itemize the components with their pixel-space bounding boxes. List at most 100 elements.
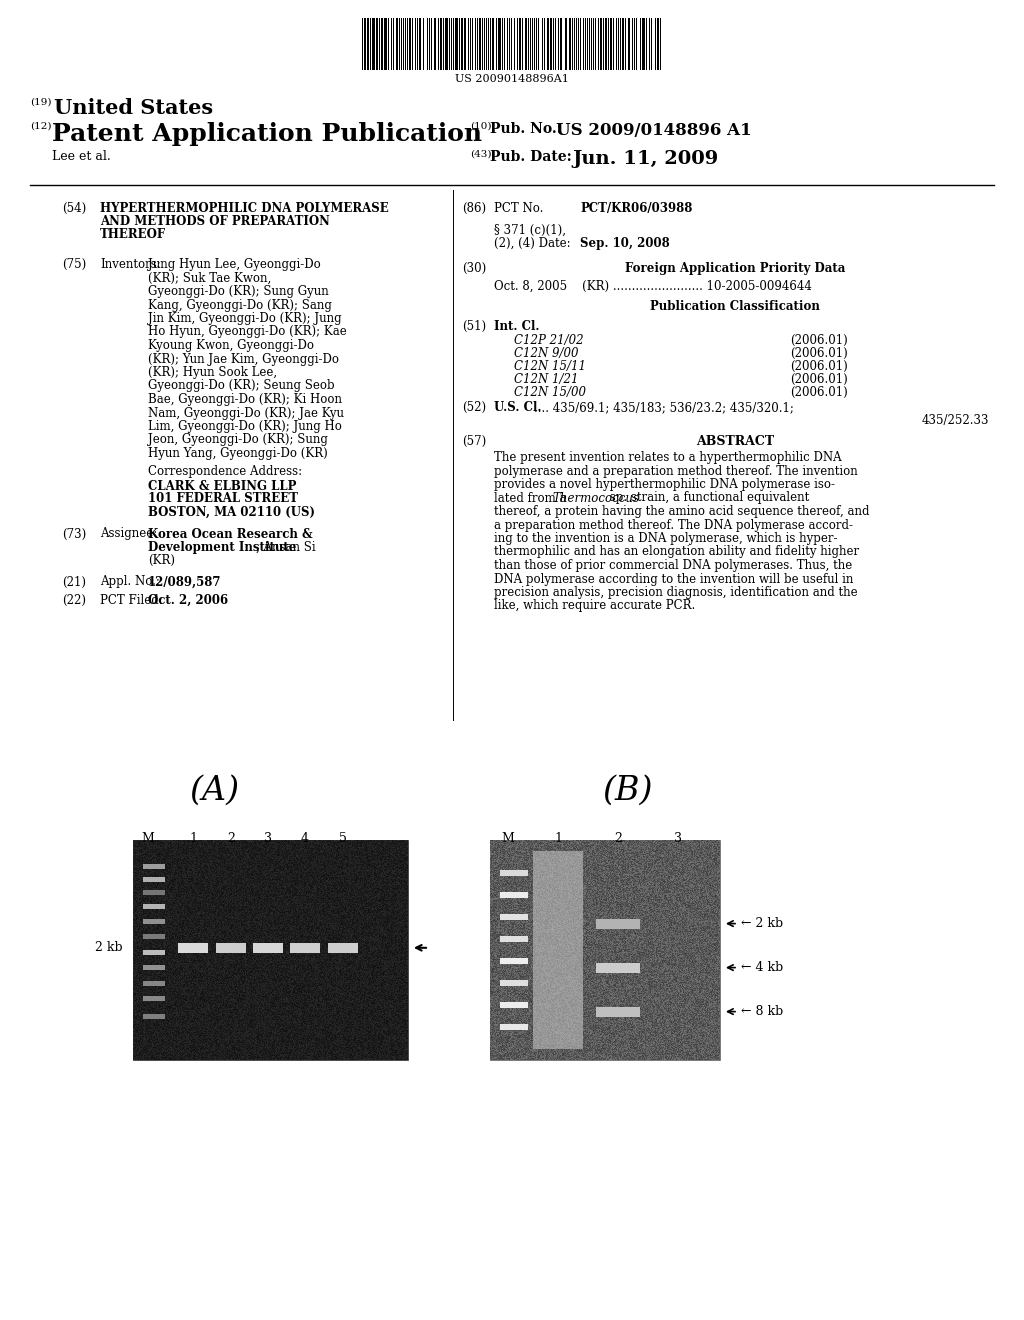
Text: than those of prior commercial DNA polymerases. Thus, the: than those of prior commercial DNA polym… xyxy=(494,558,852,572)
Bar xyxy=(253,942,283,953)
Text: (21): (21) xyxy=(62,576,86,589)
Text: M: M xyxy=(502,832,514,845)
Text: sp. strain, a functional equivalent: sp. strain, a functional equivalent xyxy=(606,491,810,504)
Text: PCT/KR06/03988: PCT/KR06/03988 xyxy=(580,202,692,215)
Bar xyxy=(596,919,640,928)
Bar xyxy=(143,919,165,924)
Text: (75): (75) xyxy=(62,257,86,271)
Text: BOSTON, MA 02110 (US): BOSTON, MA 02110 (US) xyxy=(148,506,315,519)
Bar xyxy=(143,965,165,970)
Text: (73): (73) xyxy=(62,528,86,540)
Text: precision analysis, precision diagnosis, identification and the: precision analysis, precision diagnosis,… xyxy=(494,586,858,599)
Bar xyxy=(143,981,165,986)
Bar xyxy=(464,18,466,70)
Text: (19): (19) xyxy=(30,98,51,107)
Bar xyxy=(596,1007,640,1016)
Bar xyxy=(500,870,528,876)
Text: thermophilic and has an elongation ability and fidelity higher: thermophilic and has an elongation abili… xyxy=(494,545,859,558)
Bar xyxy=(657,18,659,70)
Bar xyxy=(500,936,528,942)
Bar xyxy=(628,18,630,70)
Text: Jung Hyun Lee, Gyeonggi-Do: Jung Hyun Lee, Gyeonggi-Do xyxy=(148,257,321,271)
Bar xyxy=(290,942,319,953)
Text: (KR); Suk Tae Kwon,: (KR); Suk Tae Kwon, xyxy=(148,272,271,285)
Text: THEREOF: THEREOF xyxy=(100,228,166,242)
Bar xyxy=(565,18,567,70)
Text: Development Institute: Development Institute xyxy=(148,540,296,553)
Text: (KR); Yun Jae Kim, Gyeonggi-Do: (KR); Yun Jae Kim, Gyeonggi-Do xyxy=(148,352,339,366)
Text: ← 8 kb: ← 8 kb xyxy=(741,1005,783,1018)
Text: C12N 15/11: C12N 15/11 xyxy=(514,360,586,374)
Text: Hyun Yang, Gyeonggi-Do (KR): Hyun Yang, Gyeonggi-Do (KR) xyxy=(148,447,328,459)
Bar xyxy=(367,18,369,70)
Text: 101 FEDERAL STREET: 101 FEDERAL STREET xyxy=(148,492,298,506)
Text: (B): (B) xyxy=(603,775,653,807)
Bar xyxy=(216,942,246,953)
Text: Thermococcus: Thermococcus xyxy=(553,491,640,504)
Text: Assignee:: Assignee: xyxy=(100,528,158,540)
Text: The present invention relates to a hyperthermophilic DNA: The present invention relates to a hyper… xyxy=(494,451,842,465)
Bar xyxy=(384,18,387,70)
Bar xyxy=(498,18,501,70)
Text: Sep. 10, 2008: Sep. 10, 2008 xyxy=(580,238,670,249)
Text: § 371 (c)(1),: § 371 (c)(1), xyxy=(494,224,566,238)
Text: 3: 3 xyxy=(264,832,272,845)
Text: Correspondence Address:: Correspondence Address: xyxy=(148,466,302,479)
Bar xyxy=(534,851,583,1049)
Text: 3: 3 xyxy=(674,832,682,845)
Text: .... 435/69.1; 435/183; 536/23.2; 435/320.1;: .... 435/69.1; 435/183; 536/23.2; 435/32… xyxy=(534,401,794,414)
Text: lated from a: lated from a xyxy=(494,491,570,504)
Text: ing to the invention is a DNA polymerase, which is hyper-: ing to the invention is a DNA polymerase… xyxy=(494,532,838,545)
Text: Patent Application Publication: Patent Application Publication xyxy=(52,121,482,147)
Text: a preparation method thereof. The DNA polymerase accord-: a preparation method thereof. The DNA po… xyxy=(494,519,853,532)
Bar xyxy=(550,18,552,70)
Text: Korea Ocean Research &: Korea Ocean Research & xyxy=(148,528,312,540)
Text: (2), (4) Date:: (2), (4) Date: xyxy=(494,238,570,249)
Text: , Ansan Si: , Ansan Si xyxy=(256,540,315,553)
Text: (86): (86) xyxy=(462,202,486,215)
Bar xyxy=(525,18,527,70)
Text: US 20090148896A1: US 20090148896A1 xyxy=(455,74,569,84)
Text: Gyeonggi-Do (KR); Sung Gyun: Gyeonggi-Do (KR); Sung Gyun xyxy=(148,285,329,298)
Text: AND METHODS OF PREPARATION: AND METHODS OF PREPARATION xyxy=(100,215,330,228)
Text: (A): (A) xyxy=(189,775,240,807)
Bar xyxy=(622,18,624,70)
Bar xyxy=(490,840,720,1060)
Text: ← 4 kb: ← 4 kb xyxy=(741,961,783,974)
Text: CLARK & ELBING LLP: CLARK & ELBING LLP xyxy=(148,479,296,492)
Text: 5: 5 xyxy=(339,832,347,845)
Text: Foreign Application Priority Data: Foreign Application Priority Data xyxy=(625,261,845,275)
Text: (57): (57) xyxy=(462,436,486,447)
Bar xyxy=(143,876,165,882)
Text: Gyeonggi-Do (KR); Seung Seob: Gyeonggi-Do (KR); Seung Seob xyxy=(148,380,335,392)
Text: (43): (43) xyxy=(470,150,492,158)
Bar xyxy=(419,18,421,70)
Text: Oct. 8, 2005    (KR) ........................ 10-2005-0094644: Oct. 8, 2005 (KR) ......................… xyxy=(494,280,812,293)
Bar xyxy=(434,18,436,70)
Text: (12): (12) xyxy=(30,121,51,131)
Bar xyxy=(328,942,358,953)
Bar xyxy=(461,18,463,70)
Text: C12N 9/00: C12N 9/00 xyxy=(514,347,579,360)
Text: Lee et al.: Lee et al. xyxy=(52,150,111,162)
Text: 1: 1 xyxy=(189,832,197,845)
Bar xyxy=(133,840,408,1060)
Bar xyxy=(143,863,165,869)
Text: US 2009/0148896 A1: US 2009/0148896 A1 xyxy=(556,121,752,139)
Text: Jeon, Gyeonggi-Do (KR); Sung: Jeon, Gyeonggi-Do (KR); Sung xyxy=(148,433,328,446)
Text: United States: United States xyxy=(54,98,213,117)
Text: Ho Hyun, Gyeonggi-Do (KR); Kae: Ho Hyun, Gyeonggi-Do (KR); Kae xyxy=(148,326,347,338)
Text: 435/252.33: 435/252.33 xyxy=(922,414,989,426)
Text: Kyoung Kwon, Gyeonggi-Do: Kyoung Kwon, Gyeonggi-Do xyxy=(148,339,314,352)
Text: thereof, a protein having the amino acid sequence thereof, and: thereof, a protein having the amino acid… xyxy=(494,506,869,517)
Text: ← 2 kb: ← 2 kb xyxy=(741,917,783,931)
Text: provides a novel hyperthermophilic DNA polymerase iso-: provides a novel hyperthermophilic DNA p… xyxy=(494,478,835,491)
Bar xyxy=(519,18,521,70)
Text: Pub. Date:: Pub. Date: xyxy=(490,150,571,164)
Text: (2006.01): (2006.01) xyxy=(790,334,848,347)
Text: HYPERTHERMOPHILIC DNA POLYMERASE: HYPERTHERMOPHILIC DNA POLYMERASE xyxy=(100,202,389,215)
Bar xyxy=(642,18,645,70)
Text: Appl. No.:: Appl. No.: xyxy=(100,576,160,589)
Text: C12P 21/02: C12P 21/02 xyxy=(514,334,584,347)
Bar xyxy=(143,903,165,908)
